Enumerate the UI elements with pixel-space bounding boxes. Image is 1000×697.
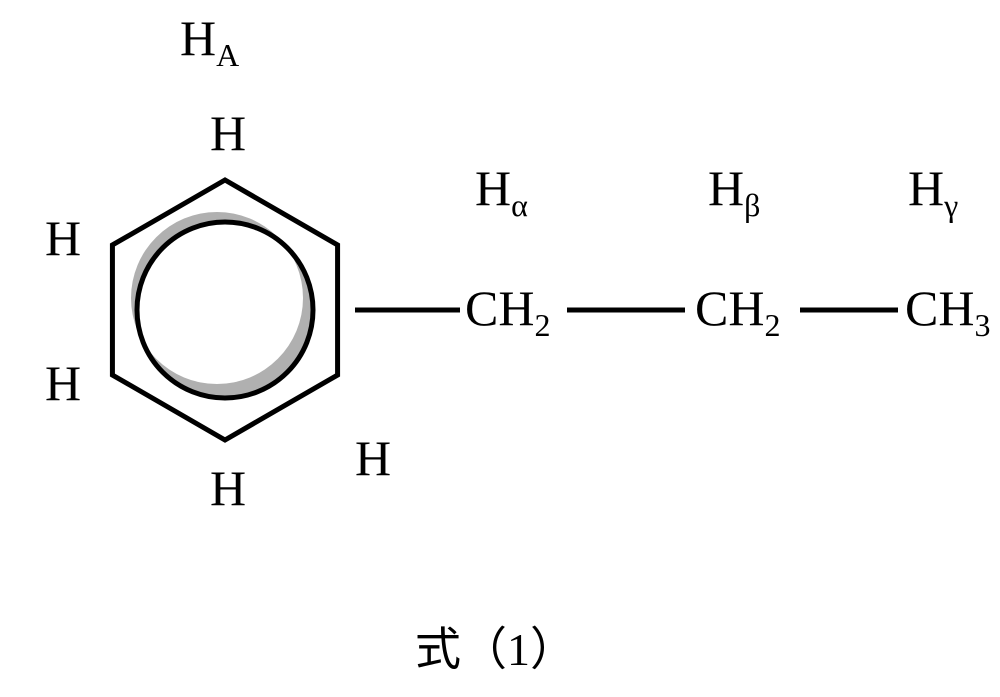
H-upper-left: H	[45, 210, 81, 266]
H-top: H	[210, 105, 246, 161]
H-lower-right: H	[355, 430, 391, 486]
H-bottom: H	[210, 460, 246, 516]
canvas	[0, 0, 1000, 697]
H-lower-left: H	[45, 355, 81, 411]
figure-caption: 式（1）	[415, 624, 576, 675]
